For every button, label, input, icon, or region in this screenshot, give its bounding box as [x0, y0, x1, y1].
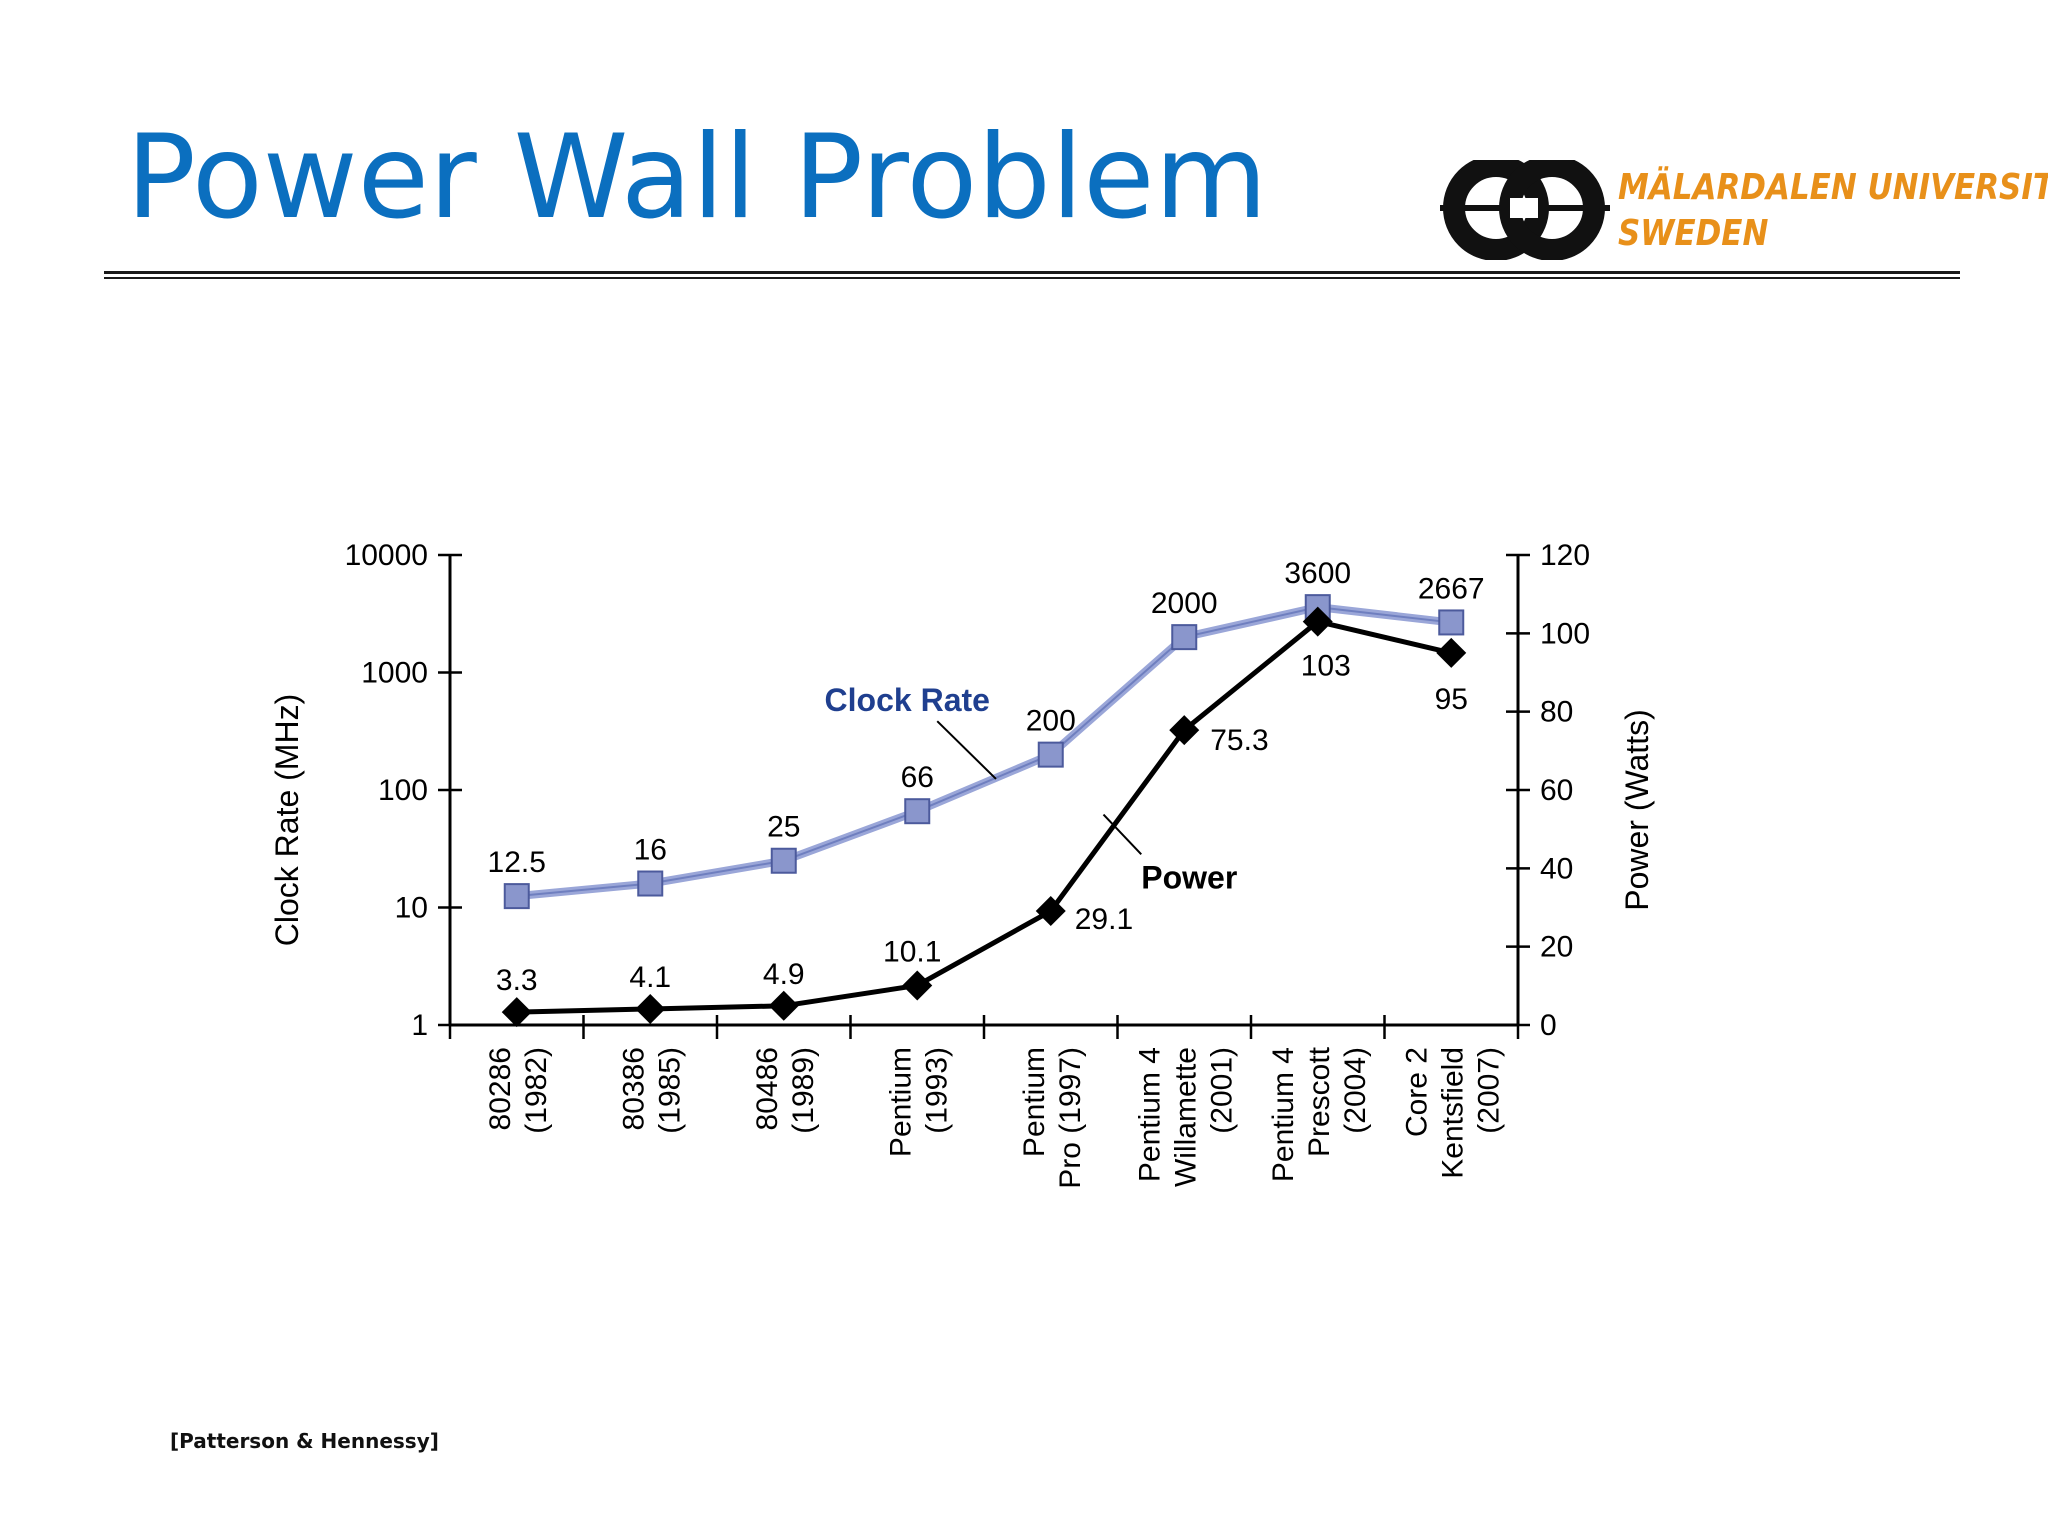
- y-right-axis-label: Power (Watts): [1619, 709, 1655, 911]
- power-data-label: 75.3: [1210, 724, 1268, 757]
- citation: [Patterson & Hennessy]: [170, 1429, 439, 1453]
- y-left-axis-label: Clock Rate (MHz): [269, 694, 305, 946]
- x-category-label: (1982): [520, 1047, 553, 1134]
- logo-text-country: SWEDEN: [1618, 213, 1769, 254]
- x-category-label: Pro (1997): [1054, 1047, 1087, 1189]
- x-category-label: Pentium 4: [1267, 1047, 1300, 1182]
- clock-rate-data-label: 12.5: [488, 846, 546, 879]
- power-line: [516, 619, 1452, 1015]
- clock-rate-data-label: 2667: [1418, 572, 1485, 605]
- x-category-label: Pentium 4: [1133, 1047, 1166, 1182]
- logo-text-university: MÄLARDALEN UNIVERSITY: [1618, 167, 2048, 208]
- x-category-label: 80286: [484, 1047, 517, 1130]
- x-category-label: Pentium: [1018, 1047, 1051, 1157]
- y-right-tick-label: 0: [1540, 1009, 1557, 1042]
- y-right-tick-label: 100: [1540, 617, 1590, 650]
- power-data-label: 4.1: [629, 961, 671, 994]
- logo-gap: [1510, 198, 1538, 218]
- power-point: [635, 993, 666, 1024]
- power-data-label: 4.9: [763, 958, 805, 991]
- y-left-tick-label: 10: [395, 892, 428, 925]
- slide-title: Power Wall Problem: [126, 110, 1268, 245]
- power-data-label: 29.1: [1075, 903, 1133, 936]
- mdh-logo-icon: [1440, 160, 1610, 260]
- x-category-label: Pentium: [884, 1047, 917, 1157]
- clock-rate-point: [503, 883, 530, 910]
- title-divider-bottom: [104, 277, 1960, 279]
- power-wall-chart: 1 10 100 1000 10000 0 20 40 60 80 100 120 Clock Rate…: [269, 539, 1655, 1189]
- clock-rate-data-label: 25: [767, 811, 800, 844]
- x-category-label: Kentsfield: [1436, 1047, 1469, 1179]
- y-left-tick-label: 10000: [345, 539, 428, 572]
- x-category-label: (1985): [653, 1047, 686, 1134]
- clock-rate-point: [904, 798, 931, 825]
- y-right-tick-label: 20: [1540, 931, 1573, 964]
- y-right-tick-label: 120: [1540, 539, 1590, 572]
- clock-rate-point: [770, 847, 797, 874]
- clock-rate-data-label: 66: [901, 761, 934, 794]
- clock-rate-series-label: Clock Rate: [825, 682, 990, 718]
- y-left-tick-label: 1: [411, 1009, 428, 1042]
- x-category-label: (2007): [1472, 1047, 1505, 1134]
- x-category-label: Prescott: [1303, 1046, 1336, 1157]
- power-point: [1302, 606, 1333, 637]
- x-category-label: 80386: [617, 1047, 650, 1130]
- y-left-tick-label: 100: [378, 774, 428, 807]
- x-category-label: (1993): [920, 1047, 953, 1134]
- y-right-tick-label: 60: [1540, 774, 1573, 807]
- power-data-label: 103: [1301, 650, 1351, 683]
- clock-rate-point: [637, 870, 664, 897]
- y-right-tick-label: 40: [1540, 852, 1573, 885]
- x-category-label: (1989): [787, 1047, 820, 1134]
- clock-rate-data-label: 3600: [1284, 557, 1351, 590]
- power-data-label: 10.1: [883, 935, 941, 968]
- clock-rate-point: [1171, 624, 1198, 651]
- y-left-tick-label: 1000: [361, 657, 428, 690]
- power-point: [1169, 715, 1200, 746]
- clock-rate-line-core: [516, 606, 1452, 898]
- clock-rate-data-label: 200: [1026, 705, 1076, 738]
- x-category-label: Core 2: [1400, 1047, 1433, 1137]
- title-divider-top: [104, 271, 1960, 274]
- power-data-label: 95: [1435, 683, 1468, 716]
- x-category-label: Willamette: [1169, 1047, 1202, 1187]
- clock-rate-point: [1037, 741, 1064, 768]
- x-category-label: 80486: [751, 1047, 784, 1130]
- clock-rate-data-label: 16: [634, 834, 667, 867]
- power-point: [1436, 637, 1467, 668]
- power-point: [1035, 896, 1066, 927]
- power-point: [768, 990, 799, 1021]
- power-point: [501, 997, 532, 1028]
- clock-rate-point: [1438, 609, 1465, 636]
- power-series-label: Power: [1141, 859, 1237, 895]
- clock-rate-data-label: 2000: [1151, 587, 1218, 620]
- university-logo: MÄLARDALEN UNIVERSITY SWEDEN: [1440, 160, 2048, 260]
- power-leader-line: [1102, 813, 1142, 856]
- x-category-label: (2004): [1339, 1047, 1372, 1134]
- x-category-label: (2001): [1205, 1047, 1238, 1134]
- y-right-tick-label: 80: [1540, 696, 1573, 729]
- power-data-label: 3.3: [496, 964, 538, 997]
- power-point: [902, 970, 933, 1001]
- clock-rate-leader-line: [936, 720, 997, 780]
